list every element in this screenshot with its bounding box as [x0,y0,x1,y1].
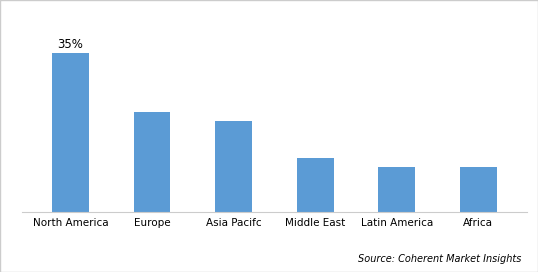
Text: Source: Coherent Market Insights: Source: Coherent Market Insights [358,254,522,264]
Bar [215,122,252,212]
Text: 35%: 35% [58,38,83,51]
Bar [133,112,171,212]
Bar [52,54,89,212]
Bar [297,158,334,212]
Bar [460,167,497,212]
Bar [378,167,415,212]
